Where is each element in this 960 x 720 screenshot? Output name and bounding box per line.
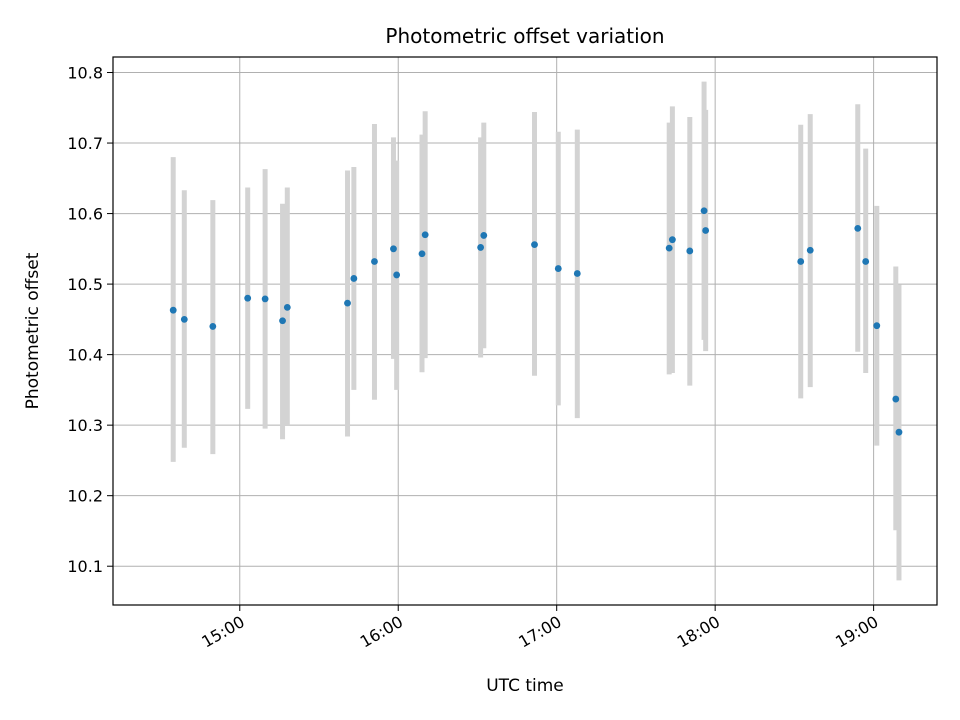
data-point	[418, 250, 426, 258]
y-tick-label: 10.2	[67, 487, 103, 506]
data-point	[531, 241, 538, 249]
data-point	[700, 207, 708, 215]
data-point	[862, 258, 870, 265]
data-point	[261, 295, 269, 303]
y-axis-label: Photometric offset	[23, 252, 43, 409]
data-point	[393, 271, 401, 279]
data-point	[806, 246, 814, 254]
data-point	[390, 245, 397, 253]
data-point	[283, 303, 291, 311]
data-points	[169, 207, 903, 436]
y-axis-ticks: 10.1 10.2 10.3 10.4 10.5 10.6 10.7 10.8	[67, 64, 113, 576]
y-tick-label: 10.7	[67, 134, 103, 153]
x-axis-label: UTC time	[486, 676, 564, 696]
data-point	[892, 395, 900, 403]
data-point	[477, 244, 485, 251]
y-tick-label: 10.3	[67, 416, 103, 435]
y-tick-label: 10.8	[67, 64, 103, 83]
data-point	[573, 270, 581, 277]
data-point	[797, 258, 805, 265]
y-tick-label: 10.1	[67, 557, 103, 576]
data-point	[169, 306, 177, 314]
data-point	[854, 224, 862, 232]
data-point	[873, 322, 881, 330]
y-tick-label: 10.4	[67, 346, 103, 365]
plot-area-frame	[112, 56, 938, 606]
data-point	[702, 227, 710, 234]
data-point	[279, 317, 286, 325]
data-point	[344, 299, 351, 307]
data-point	[480, 232, 488, 239]
data-point	[180, 315, 188, 323]
data-point	[554, 265, 562, 272]
data-point	[421, 231, 429, 239]
data-point	[209, 323, 217, 330]
data-point	[665, 244, 673, 252]
y-tick-label: 10.5	[67, 275, 103, 294]
data-point	[244, 294, 252, 302]
data-point	[668, 236, 676, 244]
data-point	[895, 428, 903, 436]
data-point	[350, 275, 358, 282]
chart-title: Photometric offset variation	[385, 24, 664, 48]
data-point	[371, 258, 378, 265]
data-point	[686, 247, 694, 255]
y-tick-label: 10.6	[67, 205, 103, 224]
